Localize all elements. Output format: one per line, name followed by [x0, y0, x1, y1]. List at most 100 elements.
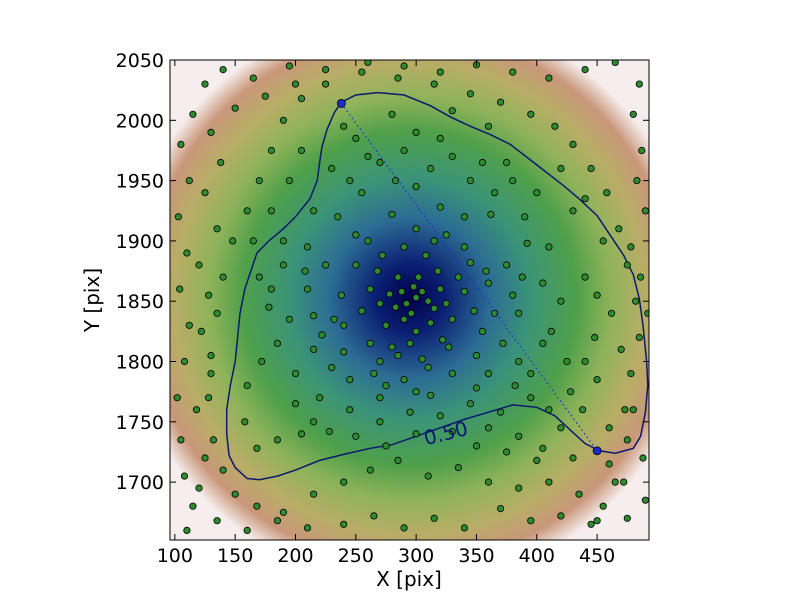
data-point [566, 388, 575, 396]
data-point [410, 283, 418, 291]
data-point [183, 249, 191, 257]
data-point [219, 66, 227, 74]
data-point [267, 285, 275, 293]
data-point [406, 408, 414, 416]
data-point [195, 484, 203, 492]
data-point [382, 321, 390, 329]
data-point [382, 442, 390, 450]
x-tick-label: 350 [458, 545, 494, 567]
data-point [321, 80, 330, 88]
data-point [482, 267, 490, 275]
data-point [394, 273, 402, 281]
data-point [599, 237, 607, 245]
data-point [470, 307, 478, 315]
data-point [340, 520, 348, 528]
data-point [180, 472, 189, 480]
data-point [207, 369, 215, 378]
data-point [569, 454, 577, 462]
data-point [177, 436, 185, 444]
data-point [484, 369, 493, 378]
data-point [551, 122, 559, 130]
data-point [545, 406, 553, 414]
data-point [426, 319, 435, 327]
data-point [490, 189, 499, 197]
y-tick-label: 1900 [116, 231, 164, 253]
data-point [340, 122, 348, 130]
data-point [627, 369, 635, 378]
data-point [291, 80, 300, 88]
data-point [366, 339, 374, 347]
data-point [521, 213, 529, 221]
data-point [632, 297, 640, 305]
data-point [430, 514, 438, 522]
data-point [627, 243, 635, 251]
data-point [285, 315, 293, 323]
x-tick-label: 300 [398, 545, 434, 567]
data-point [611, 478, 619, 486]
data-point [412, 430, 420, 438]
data-point [261, 92, 269, 100]
data-point [547, 327, 555, 335]
y-tick-label: 2050 [116, 50, 164, 72]
data-point [436, 203, 444, 211]
data-point [436, 412, 444, 420]
data-point [400, 243, 408, 251]
data-point [533, 189, 541, 197]
data-point [213, 309, 221, 317]
data-point [557, 164, 565, 173]
data-point [591, 333, 599, 341]
data-point [378, 251, 386, 259]
data-point [315, 394, 324, 402]
data-point [426, 391, 435, 399]
data-point [472, 384, 481, 392]
data-point [255, 273, 263, 281]
y-tick-label: 1850 [116, 291, 164, 313]
data-point [370, 512, 378, 520]
data-point [400, 62, 408, 70]
data-point [496, 98, 505, 106]
data-point [557, 424, 565, 432]
data-point [523, 239, 531, 247]
data-point [515, 432, 523, 440]
data-point [185, 177, 193, 185]
data-point [557, 512, 565, 520]
data-point [442, 299, 450, 308]
x-axis-label: X [pix] [376, 567, 442, 591]
data-point [527, 369, 535, 378]
data-point [285, 62, 293, 70]
data-point [364, 152, 372, 161]
data-point [407, 309, 415, 317]
data-point [472, 442, 481, 450]
data-point [253, 502, 261, 510]
x-tick-label: 450 [579, 545, 615, 567]
data-point [545, 243, 553, 251]
y-tick-label: 1750 [116, 412, 164, 434]
data-point [177, 140, 185, 148]
data-point [400, 524, 408, 532]
data-point [412, 128, 420, 136]
data-point [231, 104, 239, 112]
data-point [309, 312, 318, 320]
data-point [615, 225, 623, 233]
segment-end-point [592, 446, 602, 456]
data-point [460, 243, 468, 251]
data-point [641, 207, 649, 215]
data-point [249, 74, 257, 82]
data-point [325, 427, 333, 436]
data-point [297, 430, 306, 438]
data-point [527, 110, 535, 118]
data-point [243, 526, 251, 535]
data-point [563, 357, 571, 366]
data-point [376, 357, 384, 366]
x-axis: 100 150 200 250 300 350 400 450 [157, 60, 615, 567]
data-point [385, 290, 394, 298]
data-point [487, 210, 495, 218]
data-point [213, 225, 221, 233]
data-point [303, 285, 312, 293]
data-point [484, 424, 493, 432]
data-point [376, 158, 384, 167]
data-point [569, 207, 577, 215]
data-point [219, 466, 227, 474]
data-point [205, 291, 213, 299]
